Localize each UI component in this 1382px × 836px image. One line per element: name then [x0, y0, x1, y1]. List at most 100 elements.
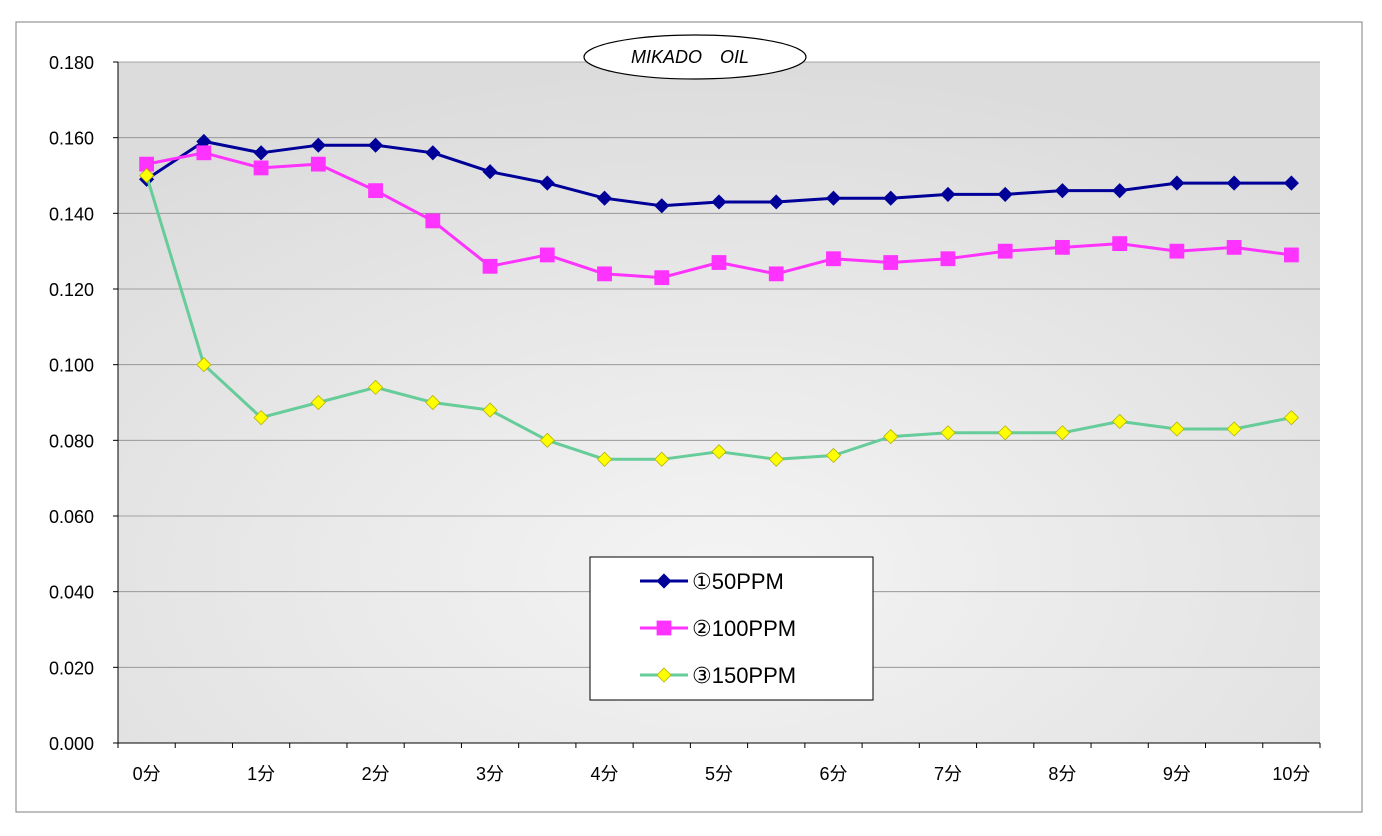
axes [113, 61, 1321, 748]
x-tick-label: 4分 [591, 764, 619, 784]
data-point [539, 175, 555, 191]
data-point [368, 137, 384, 153]
data-point [711, 444, 727, 460]
legend-item: ②100PPM [640, 616, 796, 641]
data-point [1169, 175, 1185, 191]
data-point [310, 156, 326, 172]
data-point [425, 394, 441, 411]
data-point [1112, 413, 1128, 429]
data-point [768, 451, 784, 467]
data-point [997, 425, 1013, 441]
data-point [825, 190, 842, 206]
data-point [196, 145, 212, 161]
legend-item: ①50PPM [640, 569, 784, 594]
data-point [768, 266, 784, 282]
data-point [425, 213, 441, 229]
legend-box [589, 556, 874, 701]
series-3 [139, 167, 1299, 467]
data-point [883, 190, 899, 206]
data-point [1054, 183, 1070, 199]
data-point [883, 428, 899, 445]
series-lines [139, 133, 1299, 467]
y-tick-label: 0.140 [49, 204, 94, 224]
title-ellipse [583, 34, 807, 80]
data-point [940, 186, 956, 202]
data-point [654, 198, 670, 214]
x-tick-label: 6分 [819, 764, 847, 784]
x-tick-label: 0分 [133, 764, 161, 784]
x-tick-label: 3分 [476, 764, 504, 784]
y-tick-label: 0.060 [49, 507, 94, 527]
x-tick-label: 7分 [934, 764, 962, 784]
data-point [883, 255, 899, 270]
x-tick-labels: 0分 1分 2分 3分 4分 5分 6分 7分 8分 9分 10分 [133, 764, 1311, 784]
data-point [139, 167, 155, 184]
data-point [1054, 425, 1070, 441]
grid-lines [118, 61, 1320, 668]
x-tick-label: 5分 [705, 764, 733, 784]
legend-label: ③150PPM [692, 663, 796, 688]
data-point [310, 137, 326, 153]
data-point [997, 186, 1013, 202]
legend-label: ②100PPM [692, 616, 796, 641]
data-point [482, 402, 498, 418]
data-point [1169, 421, 1185, 437]
y-tick-label: 0.100 [49, 356, 94, 376]
y-tick-label: 0.120 [49, 280, 94, 300]
y-tick-labels: 0.000 0.020 0.040 0.060 0.080 0.100 0.120 0.140… [49, 53, 94, 754]
series-1 [139, 133, 1299, 214]
chart-title-group: MIKADO OIL [583, 34, 807, 80]
data-point [1112, 236, 1128, 252]
data-point [368, 379, 384, 395]
data-point [1283, 247, 1299, 263]
y-tick-label: 0.160 [49, 129, 94, 149]
data-point [596, 190, 613, 206]
data-point [596, 451, 613, 467]
data-point [940, 425, 956, 441]
data-point [482, 258, 498, 274]
data-point [310, 394, 326, 411]
data-point [940, 251, 956, 267]
legend: ①50PPM ②100PPM ③150PPM [589, 556, 874, 701]
data-point [825, 447, 842, 464]
y-tick-label: 0.020 [49, 658, 94, 678]
data-point [1226, 239, 1242, 255]
x-tick-label: 10分 [1272, 764, 1310, 784]
data-point [1283, 175, 1299, 191]
data-point [768, 194, 784, 210]
data-point [711, 194, 727, 210]
legend-marker [656, 620, 672, 636]
data-point [253, 410, 269, 426]
data-point [368, 183, 383, 199]
x-tick-label: 2分 [362, 764, 390, 784]
legend-marker [656, 667, 672, 683]
data-point [711, 255, 727, 270]
y-tick-label: 0.080 [49, 431, 94, 451]
data-point [425, 145, 441, 161]
y-tick-label: 0.000 [49, 734, 94, 754]
x-tick-label: 1分 [247, 764, 275, 784]
legend-label: ①50PPM [692, 569, 784, 594]
legend-marker [656, 573, 672, 589]
x-tick-label: 9分 [1163, 764, 1191, 784]
data-point [539, 432, 555, 448]
data-point [1226, 421, 1242, 437]
data-point [253, 145, 269, 161]
data-point [1169, 243, 1185, 259]
data-point [997, 243, 1013, 259]
data-point [654, 451, 670, 467]
chart-title: MIKADO OIL [631, 47, 749, 67]
data-point [654, 270, 670, 286]
data-point [482, 164, 498, 180]
data-point [1226, 175, 1242, 191]
x-tick-label: 8分 [1048, 764, 1076, 784]
data-point [196, 357, 212, 373]
data-point [597, 266, 612, 282]
legend-item: ③150PPM [640, 663, 796, 688]
data-point [1055, 239, 1070, 255]
data-point [1283, 410, 1299, 426]
series-2 [139, 145, 1299, 286]
data-point [539, 247, 555, 263]
